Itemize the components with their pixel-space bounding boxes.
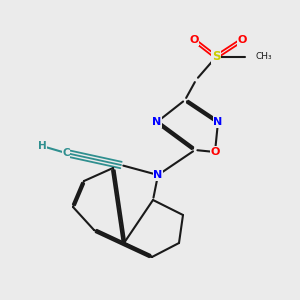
Text: N: N [153,170,163,180]
Text: O: O [189,35,199,45]
Text: CH₃: CH₃ [256,52,272,62]
Text: N: N [213,117,223,127]
Text: O: O [210,147,220,157]
Text: O: O [237,35,247,45]
Text: C: C [62,148,70,158]
Text: N: N [152,117,162,127]
Text: S: S [212,50,220,64]
Text: H: H [38,141,46,151]
